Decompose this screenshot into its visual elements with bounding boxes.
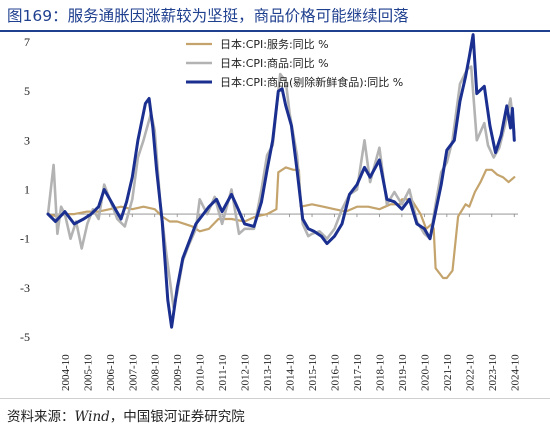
chart-title: 图169：服务通胀因涨薪较为坚挺，商品价格可能继续回落 [7, 7, 409, 25]
x-tick-label: 2009-10 [172, 354, 184, 391]
source-wind: Wind [74, 409, 110, 425]
x-tick-label: 2022-10 [464, 354, 476, 391]
source-prefix: 资料来源： [7, 409, 75, 425]
series-line-2 [46, 65, 516, 309]
series-line-3 [46, 33, 516, 329]
x-tick-label: 2024-10 [509, 354, 521, 391]
legend-label-3: 日本:CPI:商品(剔除新鲜食品):同比 % [220, 75, 403, 89]
legend-label-2: 日本:CPI:商品:同比 % [220, 56, 329, 70]
axes: -5 -3 -1 1 3 5 7 2004-10 2005-10 2006-10 2007-10 20… [20, 35, 521, 391]
legend-label-1: 日本:CPI:服务:同比 % [220, 37, 329, 51]
y-tick-label: -1 [20, 232, 30, 246]
x-tick-label: 2015-10 [307, 354, 319, 391]
x-tick-label: 2013-10 [262, 354, 274, 391]
x-tick-label: 2014-10 [285, 354, 297, 391]
x-tick-label: 2006-10 [105, 354, 117, 391]
y-tick-label: 7 [24, 35, 30, 49]
x-tick-label: 2023-10 [487, 354, 499, 391]
source-suffix: ，中国银河证券研究院 [109, 409, 245, 425]
series-lines [46, 33, 516, 329]
x-tick-label: 2008-10 [150, 354, 162, 391]
title-divider [0, 30, 550, 32]
footer-divider [0, 398, 550, 399]
y-tick-label: 1 [24, 183, 30, 197]
y-tick-label: -3 [20, 281, 30, 295]
legend: 日本:CPI:服务:同比 % 日本:CPI:商品:同比 % 日本:CPI:商品(剔除… [186, 37, 403, 89]
line-chart: -5 -3 -1 1 3 5 7 2004-10 2005-10 2006-10 2007-10 20… [20, 33, 521, 391]
x-tick-label: 2005-10 [82, 354, 94, 391]
x-tick-label: 2004-10 [60, 354, 72, 391]
x-tick-label: 2007-10 [127, 354, 139, 391]
x-tick-label: 2021-10 [442, 354, 454, 391]
series-line-1 [46, 166, 516, 280]
x-tick-label: 2018-10 [374, 354, 386, 391]
source-note: 资料来源：Wind，中国银河证券研究院 [7, 405, 245, 425]
x-tick-label: 2020-10 [419, 354, 431, 391]
x-tick-label: 2012-10 [240, 354, 252, 391]
y-tick-label: -5 [20, 330, 30, 344]
y-tick-label: 3 [24, 133, 30, 147]
x-tick-label: 2019-10 [397, 354, 409, 391]
x-tick-label: 2010-10 [195, 354, 207, 391]
x-tick-label: 2016-10 [329, 354, 341, 391]
y-tick-label: 5 [24, 84, 30, 98]
x-tick-label: 2017-10 [352, 354, 364, 391]
x-tick-label: 2011-10 [217, 354, 229, 391]
